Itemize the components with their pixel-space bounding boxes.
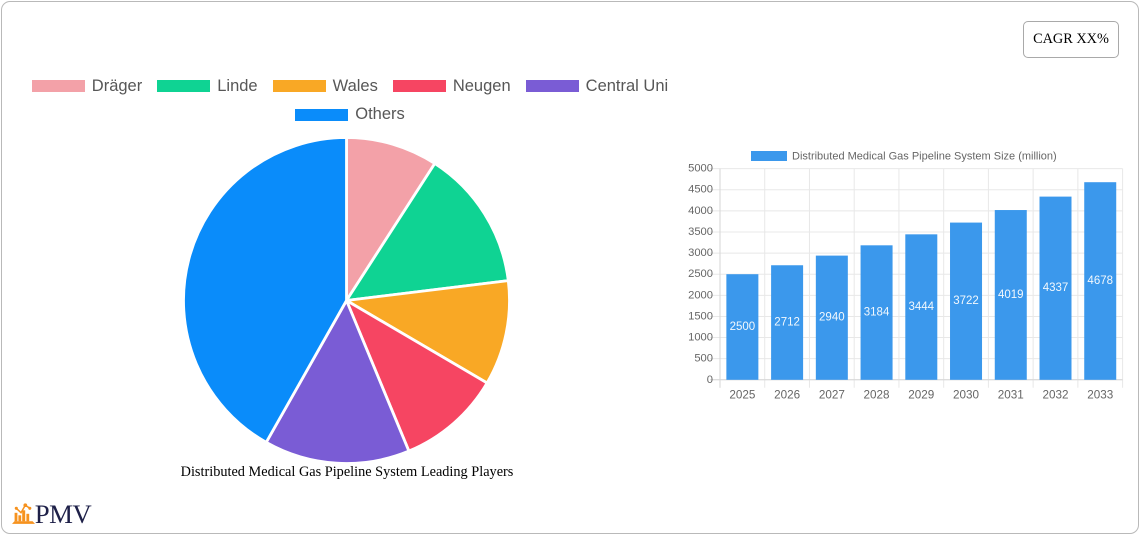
svg-text:2712: 2712	[774, 317, 800, 329]
svg-text:3184: 3184	[864, 307, 890, 319]
svg-text:2027: 2027	[819, 388, 845, 401]
svg-text:0: 0	[707, 374, 713, 386]
svg-text:2032: 2032	[1042, 388, 1068, 401]
svg-text:2500: 2500	[730, 321, 756, 333]
svg-text:3000: 3000	[688, 247, 713, 259]
svg-text:1500: 1500	[688, 310, 713, 322]
svg-text:500: 500	[694, 353, 713, 365]
svg-text:2940: 2940	[819, 312, 845, 324]
svg-text:Distributed Medical Gas Pipeli: Distributed Medical Gas Pipeline System …	[792, 151, 1057, 163]
svg-text:2026: 2026	[774, 388, 800, 401]
svg-text:3444: 3444	[909, 301, 935, 313]
svg-text:3722: 3722	[953, 295, 979, 307]
svg-text:4337: 4337	[1043, 282, 1069, 294]
svg-text:2031: 2031	[998, 388, 1024, 401]
svg-text:4019: 4019	[998, 289, 1024, 301]
svg-text:2029: 2029	[908, 388, 934, 401]
svg-text:2028: 2028	[864, 388, 890, 401]
svg-text:3500: 3500	[688, 226, 713, 238]
svg-text:2000: 2000	[688, 289, 713, 301]
svg-text:2030: 2030	[953, 388, 980, 401]
svg-text:4500: 4500	[688, 184, 713, 196]
svg-text:2500: 2500	[688, 268, 713, 280]
svg-text:4678: 4678	[1087, 275, 1113, 287]
svg-text:1000: 1000	[688, 332, 713, 344]
svg-text:2025: 2025	[729, 388, 756, 401]
svg-text:5000: 5000	[688, 163, 713, 175]
svg-text:2033: 2033	[1087, 388, 1113, 401]
svg-text:4000: 4000	[688, 205, 713, 217]
